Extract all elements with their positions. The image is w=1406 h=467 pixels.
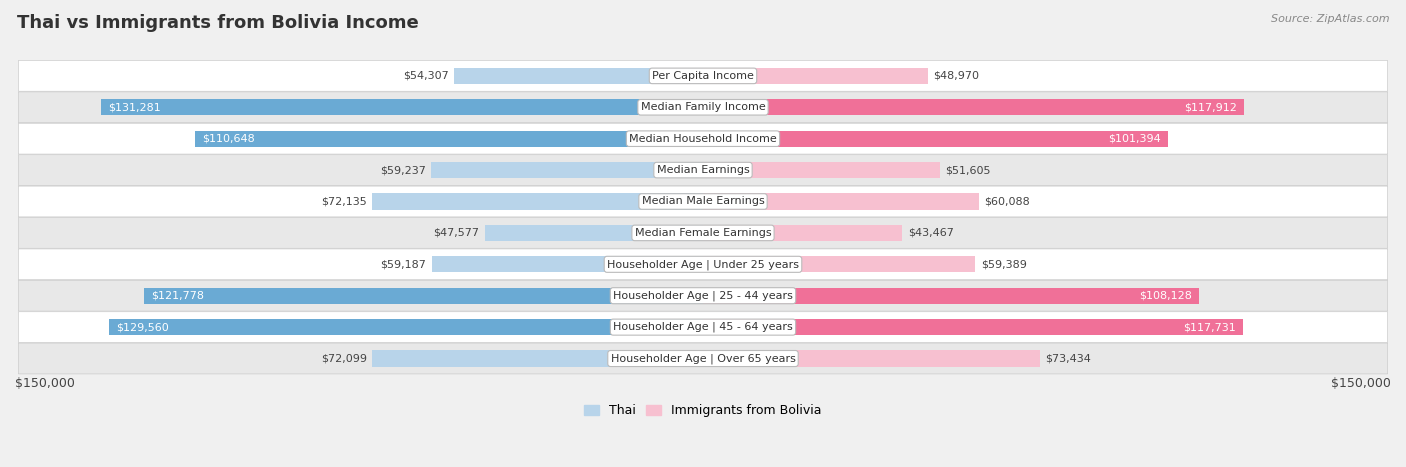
Text: $47,577: $47,577 — [433, 228, 479, 238]
FancyBboxPatch shape — [18, 249, 1388, 280]
FancyBboxPatch shape — [18, 123, 1388, 154]
FancyBboxPatch shape — [18, 280, 1388, 311]
Text: $121,778: $121,778 — [152, 291, 204, 301]
Text: Median Male Earnings: Median Male Earnings — [641, 197, 765, 206]
Text: $108,128: $108,128 — [1139, 291, 1192, 301]
Text: $59,389: $59,389 — [981, 259, 1026, 269]
Text: $117,912: $117,912 — [1184, 102, 1237, 112]
FancyBboxPatch shape — [18, 155, 1388, 185]
Text: Householder Age | 25 - 44 years: Householder Age | 25 - 44 years — [613, 290, 793, 301]
Bar — [373, 193, 703, 210]
Text: Householder Age | Over 65 years: Householder Age | Over 65 years — [610, 353, 796, 364]
FancyBboxPatch shape — [18, 343, 1388, 374]
Bar — [195, 130, 703, 147]
Text: $73,434: $73,434 — [1045, 354, 1091, 363]
Text: Median Female Earnings: Median Female Earnings — [634, 228, 772, 238]
Text: Median Household Income: Median Household Income — [628, 134, 778, 144]
Text: $72,099: $72,099 — [321, 354, 367, 363]
FancyBboxPatch shape — [18, 92, 1388, 123]
FancyBboxPatch shape — [18, 61, 1388, 91]
Bar — [485, 225, 703, 241]
Text: $101,394: $101,394 — [1108, 134, 1161, 144]
Text: Median Family Income: Median Family Income — [641, 102, 765, 112]
Bar — [373, 350, 703, 367]
Bar — [108, 319, 703, 335]
Text: $59,237: $59,237 — [380, 165, 426, 175]
Text: $131,281: $131,281 — [108, 102, 160, 112]
Bar — [703, 350, 1040, 367]
Text: $110,648: $110,648 — [202, 134, 254, 144]
Bar — [703, 130, 1168, 147]
Text: $51,605: $51,605 — [945, 165, 991, 175]
FancyBboxPatch shape — [18, 218, 1388, 248]
Bar — [703, 256, 976, 272]
Text: Median Earnings: Median Earnings — [657, 165, 749, 175]
Bar — [454, 68, 703, 84]
Text: $150,000: $150,000 — [15, 377, 75, 390]
Bar — [101, 99, 703, 115]
Bar — [703, 288, 1199, 304]
FancyBboxPatch shape — [18, 312, 1388, 342]
Text: $129,560: $129,560 — [115, 322, 169, 332]
Text: Per Capita Income: Per Capita Income — [652, 71, 754, 81]
Text: $54,307: $54,307 — [402, 71, 449, 81]
Text: $117,731: $117,731 — [1184, 322, 1236, 332]
Text: $43,467: $43,467 — [908, 228, 953, 238]
Text: Householder Age | 45 - 64 years: Householder Age | 45 - 64 years — [613, 322, 793, 333]
Bar — [703, 319, 1243, 335]
Text: $48,970: $48,970 — [934, 71, 979, 81]
Text: Thai vs Immigrants from Bolivia Income: Thai vs Immigrants from Bolivia Income — [17, 14, 419, 32]
Bar — [703, 162, 939, 178]
Bar — [145, 288, 703, 304]
FancyBboxPatch shape — [18, 186, 1388, 217]
Bar — [432, 162, 703, 178]
Bar — [432, 256, 703, 272]
Bar — [703, 225, 903, 241]
Text: $60,088: $60,088 — [984, 197, 1029, 206]
Bar — [703, 193, 979, 210]
Bar — [703, 99, 1244, 115]
Text: $150,000: $150,000 — [1331, 377, 1391, 390]
Text: Householder Age | Under 25 years: Householder Age | Under 25 years — [607, 259, 799, 269]
Bar — [703, 68, 928, 84]
Text: Source: ZipAtlas.com: Source: ZipAtlas.com — [1271, 14, 1389, 24]
Legend: Thai, Immigrants from Bolivia: Thai, Immigrants from Bolivia — [579, 399, 827, 422]
Text: $72,135: $72,135 — [321, 197, 367, 206]
Text: $59,187: $59,187 — [380, 259, 426, 269]
